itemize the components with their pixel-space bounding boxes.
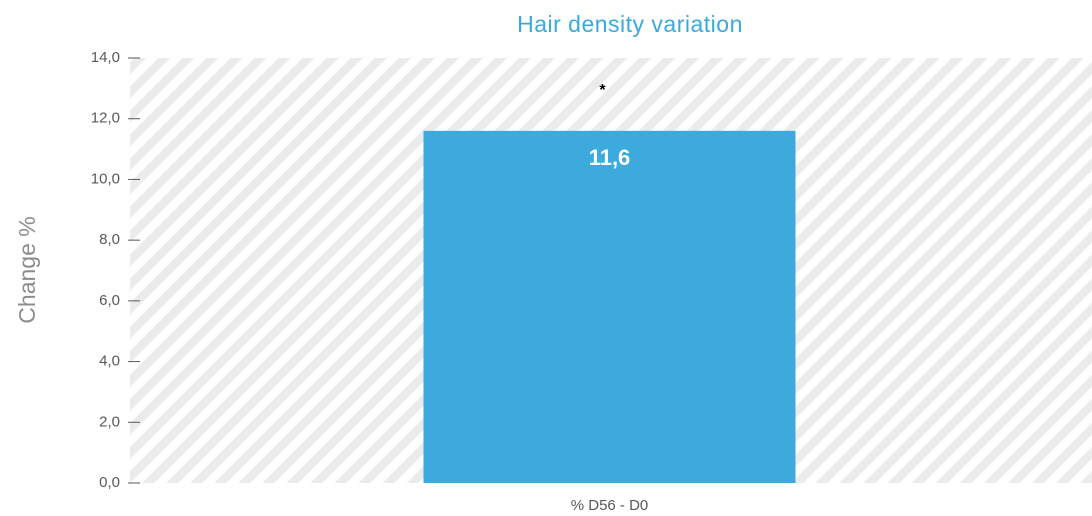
y-tick-label: 12,0 — [91, 110, 120, 127]
y-tick-label: 2,0 — [99, 413, 120, 430]
y-tick-label: 10,0 — [91, 170, 120, 187]
y-tick-label: 6,0 — [99, 292, 120, 309]
y-axis-label: Change % — [14, 216, 40, 323]
y-tick-label: 0,0 — [99, 474, 120, 491]
y-tick-label: 4,0 — [99, 353, 120, 370]
y-tick-label: 8,0 — [99, 231, 120, 248]
significance-marker: * — [599, 82, 606, 99]
x-category-label: % D56 - D0 — [571, 497, 649, 514]
bar — [423, 130, 796, 483]
chart-title: Hair density variation — [517, 11, 743, 37]
bar-value-label: 11,6 — [589, 145, 631, 170]
y-tick-label: 14,0 — [91, 49, 120, 66]
